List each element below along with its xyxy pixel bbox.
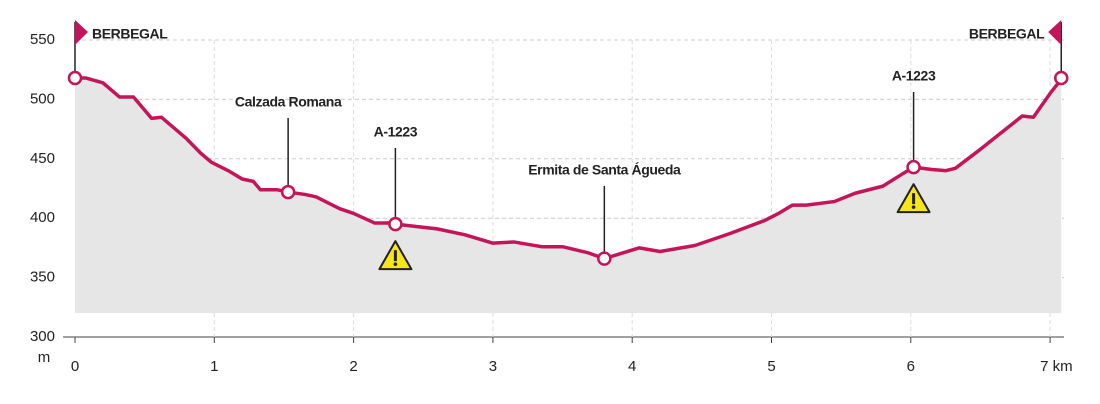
x-tick-label: 2 <box>349 358 357 375</box>
waypoint-label: BERBEGAL <box>92 26 168 42</box>
y-tick-label: 350 <box>30 269 55 286</box>
warning-icon-bar <box>393 250 397 262</box>
waypoint-marker <box>280 184 296 200</box>
waypoint-marker <box>906 159 921 175</box>
waypoint-label: Calzada Romana <box>235 94 342 110</box>
x-tick-label: 5 <box>767 358 775 375</box>
warning-icon-dot <box>393 262 398 266</box>
warning-icon-dot <box>911 205 916 209</box>
x-tick-label: 4 <box>628 358 636 375</box>
waypoint-label: BERBEGAL <box>969 26 1045 42</box>
waypoint-marker <box>1053 70 1069 86</box>
waypoint-marker <box>388 216 403 232</box>
y-tick-label: 550 <box>30 31 55 48</box>
flag <box>75 20 88 45</box>
y-tick-label: 450 <box>30 150 55 167</box>
y-tick-label: 500 <box>30 90 55 107</box>
y-tick-label: 300 <box>30 328 55 345</box>
waypoint-label: Ermita de Santa Águeda <box>528 162 681 178</box>
x-tick-label: 7 km <box>1040 358 1073 375</box>
waypoint-label: A-1223 <box>892 68 936 84</box>
waypoint-label: A-1223 <box>374 124 418 140</box>
area-fill <box>75 78 1062 314</box>
waypoint-marker <box>67 70 83 86</box>
x-tick-label: 1 <box>210 358 218 375</box>
waypoint-marker <box>597 251 612 266</box>
x-tick-label: 0 <box>71 358 79 375</box>
x-tick-label: 3 <box>489 358 497 375</box>
warning-icon-bar <box>912 193 916 205</box>
y-axis-label: m <box>38 349 51 366</box>
profile-line <box>75 76 1063 261</box>
flag <box>1048 20 1062 45</box>
x-tick-label: 6 <box>907 358 915 375</box>
y-tick-label: 400 <box>30 209 55 226</box>
